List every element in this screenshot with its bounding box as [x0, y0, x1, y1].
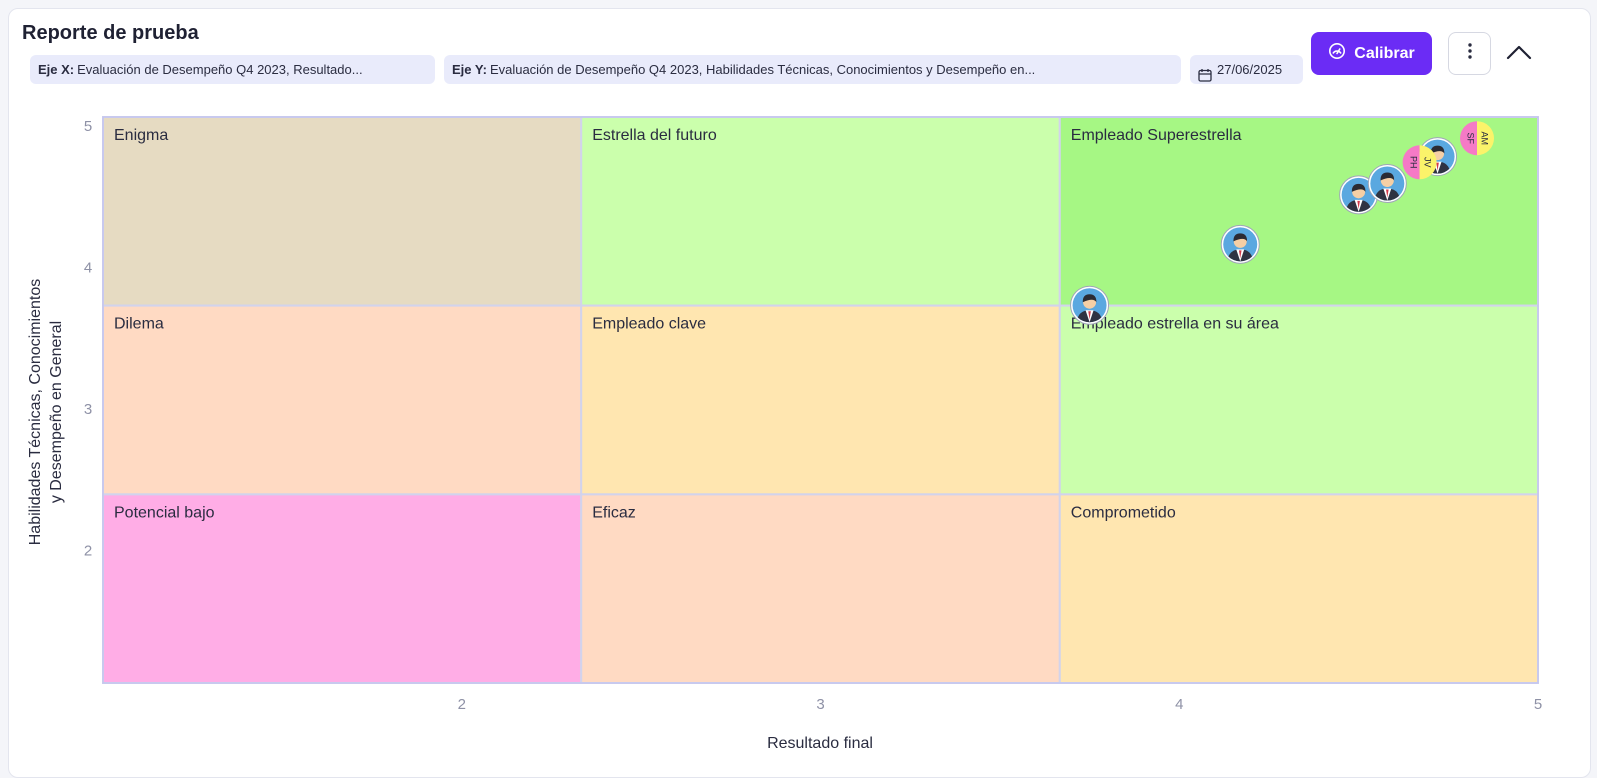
- y-axis-label-line: Habilidades Técnicas, Conocimientos: [27, 279, 44, 546]
- grid-cell[interactable]: [102, 493, 583, 684]
- x-tick-label: 3: [816, 696, 824, 713]
- report-title: Reporte de prueba: [22, 22, 199, 44]
- grid-cell[interactable]: [580, 493, 1061, 684]
- x-axis-chip-value: Evaluación de Desempeño Q4 2023, Resulta…: [77, 62, 363, 77]
- employee-avatar[interactable]: [1070, 285, 1110, 325]
- grid-cell[interactable]: [1058, 304, 1539, 496]
- initials-label: PH: [1408, 156, 1418, 169]
- y-tick-label: 5: [84, 118, 92, 135]
- more-vertical-icon: [1467, 42, 1473, 65]
- initials-label: JV: [1422, 157, 1432, 168]
- grid-cell-label: Dilema: [114, 316, 164, 333]
- employee-initials-marker[interactable]: PH JV: [1402, 145, 1437, 180]
- initials-label: SF: [1466, 132, 1476, 144]
- person-icon: [1227, 233, 1254, 262]
- calendar-icon: [1198, 63, 1212, 82]
- grid-cell-label: Empleado estrella en su área: [1071, 316, 1279, 333]
- employee-avatar[interactable]: [1367, 164, 1407, 204]
- grid-cell[interactable]: [580, 116, 1061, 307]
- grid-cell-label: Estrella del futuro: [592, 127, 717, 144]
- date-chip[interactable]: 27/06/2025: [1190, 55, 1303, 84]
- gauge-icon: [1328, 42, 1346, 65]
- x-tick-label: 4: [1175, 696, 1183, 713]
- x-axis-chip[interactable]: Eje X: Evaluación de Desempeño Q4 2023, R…: [30, 55, 435, 84]
- grid-cell[interactable]: [102, 304, 583, 496]
- grid-cell-label: Empleado Superestrella: [1071, 127, 1242, 144]
- grid-cell[interactable]: [102, 116, 583, 307]
- initials-label: AM: [1480, 131, 1490, 145]
- x-tick-label: 2: [458, 696, 466, 713]
- y-axis-chip[interactable]: Eje Y: Evaluación de Desempeño Q4 2023, H…: [444, 55, 1181, 84]
- calibrate-button-label: Calibrar: [1354, 44, 1415, 62]
- y-tick-label: 2: [84, 543, 92, 560]
- plot-border: [102, 116, 1539, 684]
- x-axis-chip-label: Eje X:: [38, 62, 75, 77]
- person-icon: [1374, 172, 1401, 201]
- calibrate-button[interactable]: Calibrar: [1311, 32, 1432, 75]
- grid-cell-label: Enigma: [114, 127, 168, 144]
- x-tick-label: 5: [1534, 696, 1542, 713]
- y-axis-label: Habilidades Técnicas, Conocimientos y Des…: [27, 279, 65, 546]
- employee-initials-marker[interactable]: SF AM: [1460, 121, 1495, 156]
- chevron-up-icon: [1506, 44, 1532, 65]
- collapse-button[interactable]: [1501, 36, 1537, 72]
- grid-cell[interactable]: [580, 304, 1061, 496]
- grid-cell[interactable]: [1058, 116, 1539, 307]
- more-options-button[interactable]: [1448, 32, 1491, 75]
- grid-cell[interactable]: [1058, 493, 1539, 684]
- y-axis-chip-label: Eje Y:: [452, 62, 487, 77]
- employee-avatar[interactable]: [1339, 175, 1379, 215]
- x-axis-label: Resultado final: [767, 735, 873, 752]
- y-axis-chip-value: Evaluación de Desempeño Q4 2023, Habilid…: [489, 62, 1036, 77]
- date-value: 27/06/2025: [1217, 62, 1283, 77]
- person-icon: [1345, 183, 1372, 212]
- y-tick-label: 4: [84, 260, 92, 277]
- grid-cell-label: Comprometido: [1071, 504, 1176, 521]
- y-axis-label-line: y Desempeño en General: [48, 321, 65, 503]
- employee-avatar[interactable]: [1220, 224, 1260, 264]
- grid-cell-label: Potencial bajo: [114, 504, 215, 521]
- y-tick-label: 3: [84, 401, 92, 418]
- grid-cell-label: Empleado clave: [592, 316, 706, 333]
- grid-cell-label: Eficaz: [592, 504, 636, 521]
- person-icon: [1076, 294, 1103, 323]
